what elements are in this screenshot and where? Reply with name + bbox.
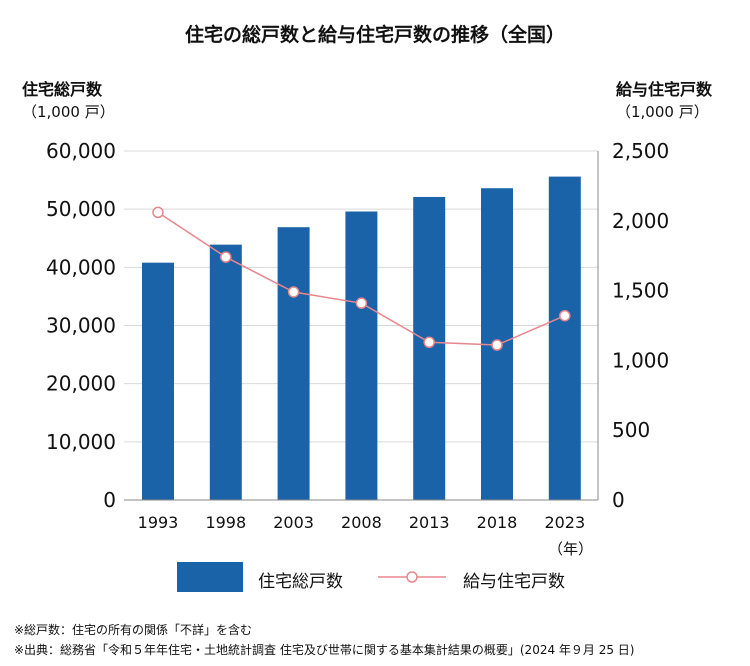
left-tick-label: 60,000	[46, 139, 116, 163]
bar	[277, 227, 310, 500]
right-tick-label: 1,000	[612, 348, 669, 372]
bar	[209, 244, 242, 500]
x-tick-label: 2018	[477, 513, 518, 532]
legend-label-company-houses: 給与住宅戸数	[463, 572, 565, 592]
x-axis-year-label: （年）	[548, 540, 594, 558]
bar	[413, 196, 446, 500]
left-tick-label: 40,000	[46, 255, 116, 279]
line-point	[220, 251, 232, 263]
x-tick-label: 1998	[205, 513, 246, 532]
right-tick-label: 500	[612, 418, 650, 442]
legend-label-total-houses: 住宅総戸数	[258, 572, 343, 592]
legend-bar-swatch	[177, 562, 243, 592]
right-tick-label: 2,000	[612, 209, 669, 233]
bar	[142, 262, 174, 500]
left-axis-title: 住宅総戸数	[22, 80, 103, 99]
right-axis-title: 給与住宅戸数	[616, 80, 713, 99]
line-point	[355, 297, 368, 309]
left-tick-label: 50,000	[46, 197, 116, 221]
right-tick-label: 2,500	[612, 139, 669, 163]
footnote-total: ※総戸数：住宅の所有の関係「不詳」を含む	[14, 623, 253, 637]
legend-line-marker	[406, 571, 418, 583]
x-tick-label: 1993	[138, 513, 179, 532]
x-tick-label: 2003	[273, 513, 314, 532]
left-tick-label: 10,000	[46, 430, 116, 454]
chart-title: 住宅の総戸数と給与住宅戸数の推移（全国）	[184, 24, 565, 46]
left-tick-label: 30,000	[46, 314, 116, 338]
x-tick-label: 2008	[341, 513, 382, 532]
bar	[345, 211, 378, 500]
line-point	[423, 336, 435, 349]
right-tick-label: 0	[612, 488, 625, 512]
line-point	[287, 286, 300, 298]
left-tick-label: 20,000	[46, 372, 116, 396]
line-point	[559, 309, 571, 322]
line-point	[491, 339, 503, 351]
x-tick-label: 2023	[544, 513, 585, 532]
left-tick-label: 0	[103, 488, 116, 512]
footnote-source: ※出典：総務省「令和５年年住宅・土地統計調査 住宅及び世帯に関する基本集計結果の…	[14, 643, 635, 657]
right-axis-unit: （1,000 戸）	[616, 103, 709, 121]
right-tick-label: 1,500	[612, 279, 669, 303]
x-tick-label: 2013	[409, 513, 450, 532]
line-point	[152, 206, 164, 219]
bar	[548, 176, 581, 501]
left-axis-unit: （1,000 戸）	[22, 103, 115, 121]
